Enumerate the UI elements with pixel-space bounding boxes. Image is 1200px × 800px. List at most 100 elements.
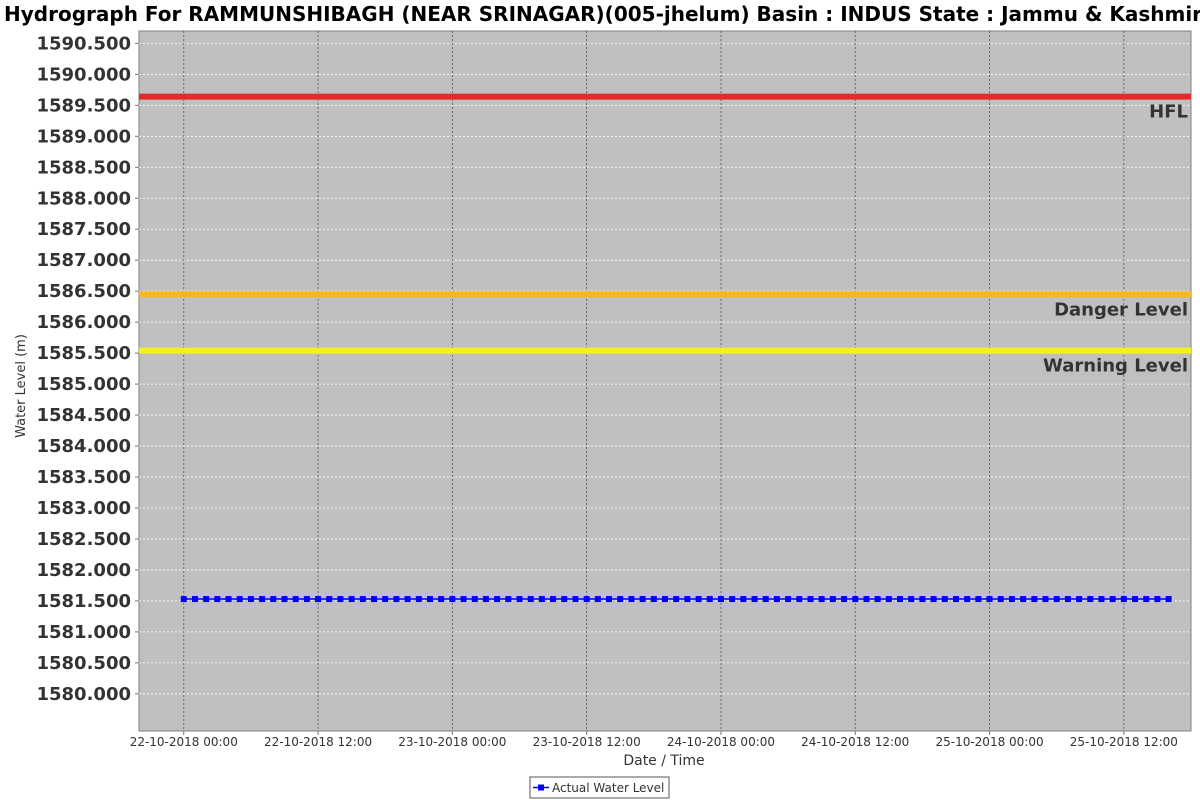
plot-area bbox=[138, 30, 1192, 732]
y-tick-label: 1584.500 bbox=[36, 405, 131, 426]
data-point bbox=[505, 596, 512, 603]
data-point bbox=[952, 596, 959, 603]
data-point bbox=[762, 596, 769, 603]
data-point bbox=[583, 596, 590, 603]
data-point bbox=[191, 596, 198, 603]
data-point bbox=[829, 596, 836, 603]
x-tick-label: 22-10-2018 12:00 bbox=[264, 735, 372, 749]
y-tick-label: 1590.000 bbox=[36, 64, 131, 85]
data-point bbox=[863, 596, 870, 603]
y-tick-label: 1589.000 bbox=[36, 126, 131, 147]
horizontal-gridlines bbox=[139, 42, 1191, 695]
data-point bbox=[1053, 596, 1060, 603]
data-point bbox=[695, 596, 702, 603]
y-tick-label: 1587.500 bbox=[36, 219, 131, 240]
legend-label: Actual Water Level bbox=[552, 781, 664, 795]
chart-title: Hydrograph For RAMMUNSHIBAGH (NEAR SRINA… bbox=[4, 2, 1200, 26]
data-point bbox=[897, 596, 904, 603]
data-point bbox=[1109, 596, 1116, 603]
legend: Actual Water Level bbox=[529, 776, 670, 799]
x-tick-label: 25-10-2018 12:00 bbox=[1070, 735, 1178, 749]
data-point bbox=[292, 596, 299, 603]
data-point bbox=[964, 596, 971, 603]
y-tick-label: 1583.000 bbox=[36, 498, 131, 519]
y-tick-label: 1581.000 bbox=[36, 622, 131, 643]
data-point bbox=[550, 596, 557, 603]
data-point bbox=[572, 596, 579, 603]
y-tick-label: 1582.000 bbox=[36, 560, 131, 581]
data-point bbox=[214, 596, 221, 603]
data-point bbox=[650, 596, 657, 603]
data-point bbox=[1042, 596, 1049, 603]
data-point bbox=[438, 596, 445, 603]
y-tick-label: 1587.000 bbox=[36, 250, 131, 271]
y-axis-label: Water Level (m) bbox=[14, 334, 29, 438]
data-point bbox=[225, 596, 232, 603]
y-tick-label: 1584.000 bbox=[36, 436, 131, 457]
x-axis-label: Date / Time bbox=[623, 753, 704, 769]
y-tick-label: 1588.500 bbox=[36, 157, 131, 178]
data-point bbox=[527, 596, 534, 603]
y-tick-label: 1582.500 bbox=[36, 529, 131, 550]
data-point bbox=[885, 596, 892, 603]
data-point bbox=[180, 596, 187, 603]
data-point bbox=[807, 596, 814, 603]
x-tick-label: 25-10-2018 00:00 bbox=[935, 735, 1043, 749]
data-point bbox=[852, 596, 859, 603]
y-tick-label: 1580.000 bbox=[36, 684, 131, 705]
ref-label-hfl: HFL bbox=[1149, 102, 1188, 123]
data-point bbox=[773, 596, 780, 603]
data-point bbox=[941, 596, 948, 603]
data-point bbox=[426, 596, 433, 603]
data-point bbox=[740, 596, 747, 603]
data-point bbox=[516, 596, 523, 603]
data-point bbox=[639, 596, 646, 603]
data-point bbox=[393, 596, 400, 603]
x-tick-label: 22-10-2018 00:00 bbox=[130, 735, 238, 749]
data-point bbox=[874, 596, 881, 603]
data-point bbox=[841, 596, 848, 603]
y-tick-label: 1585.500 bbox=[36, 343, 131, 364]
reference-lines: HFL Danger Level Warning Level bbox=[139, 93, 1191, 377]
data-point bbox=[1087, 596, 1094, 603]
y-tick-label: 1589.500 bbox=[36, 95, 131, 116]
data-point bbox=[1120, 596, 1127, 603]
y-tick-label: 1586.000 bbox=[36, 312, 131, 333]
data-point bbox=[1165, 596, 1172, 603]
legend-marker bbox=[538, 784, 544, 791]
y-tick-label: 1583.500 bbox=[36, 467, 131, 488]
data-point bbox=[1008, 596, 1015, 603]
data-point bbox=[684, 596, 691, 603]
data-point bbox=[1154, 596, 1161, 603]
data-point bbox=[930, 596, 937, 603]
data-point bbox=[348, 596, 355, 603]
data-point bbox=[818, 596, 825, 603]
data-point bbox=[494, 596, 501, 603]
data-point bbox=[415, 596, 422, 603]
data-point bbox=[729, 596, 736, 603]
data-point bbox=[538, 596, 545, 603]
x-tick-label: 23-10-2018 00:00 bbox=[398, 735, 506, 749]
data-point bbox=[1031, 596, 1038, 603]
y-tick-label: 1585.000 bbox=[36, 374, 131, 395]
x-tick-label: 24-10-2018 12:00 bbox=[801, 735, 909, 749]
data-point bbox=[997, 596, 1004, 603]
data-point bbox=[561, 596, 568, 603]
data-point bbox=[259, 596, 266, 603]
data-point bbox=[236, 596, 243, 603]
x-tick-label: 24-10-2018 00:00 bbox=[667, 735, 775, 749]
data-point bbox=[751, 596, 758, 603]
data-point bbox=[382, 596, 389, 603]
y-tick-label: 1580.500 bbox=[36, 653, 131, 674]
data-point bbox=[203, 596, 210, 603]
data-point bbox=[606, 596, 613, 603]
data-point bbox=[628, 596, 635, 603]
data-point bbox=[359, 596, 366, 603]
data-point bbox=[908, 596, 915, 603]
x-axis-ticks: 22-10-2018 00:00 22-10-2018 12:00 23-10-20… bbox=[130, 731, 1178, 749]
data-point bbox=[1076, 596, 1083, 603]
data-point bbox=[404, 596, 411, 603]
data-point bbox=[303, 596, 310, 603]
data-point bbox=[717, 596, 724, 603]
data-point bbox=[785, 596, 792, 603]
